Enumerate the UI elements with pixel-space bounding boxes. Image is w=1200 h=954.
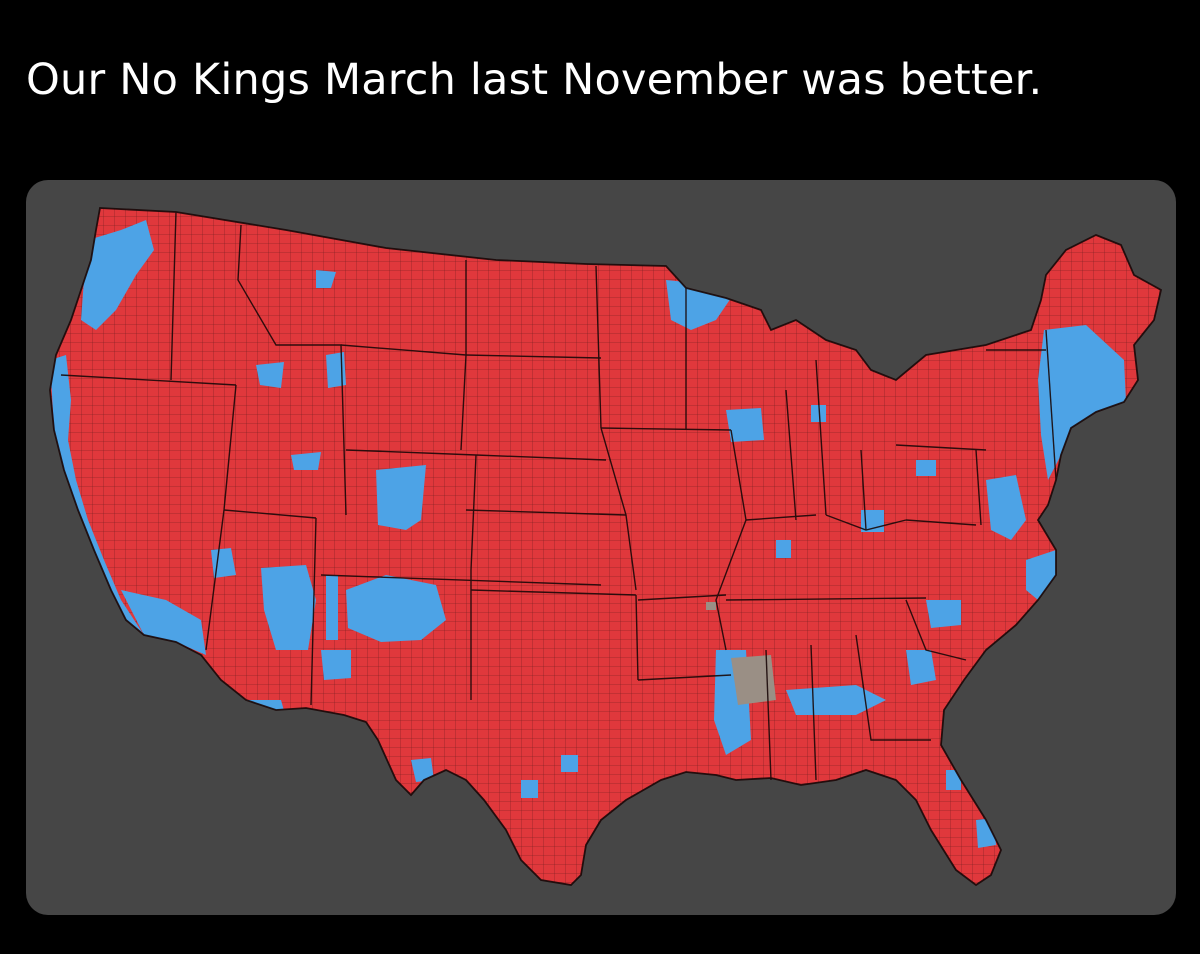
post-caption: Our No Kings March last November was bet… [26, 55, 1043, 105]
us-county-map [49, 207, 1162, 886]
map-image [26, 180, 1176, 915]
